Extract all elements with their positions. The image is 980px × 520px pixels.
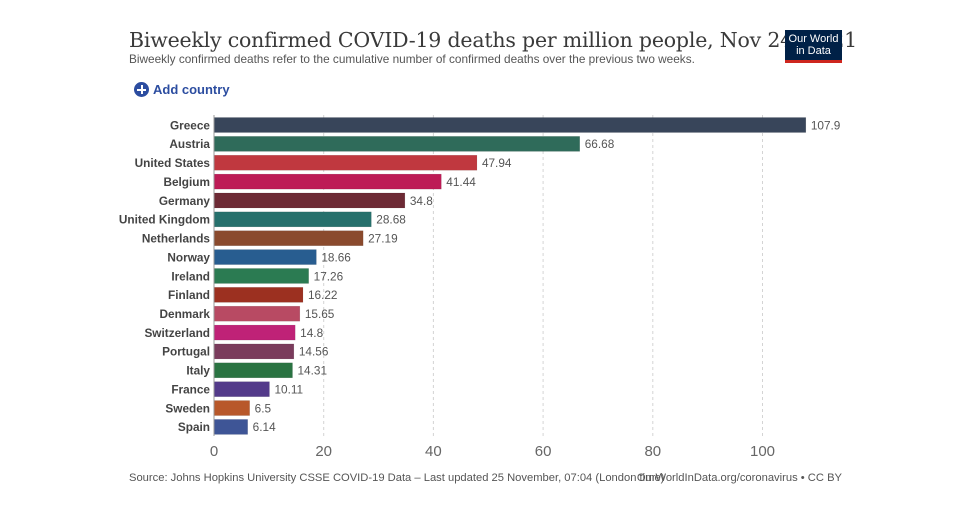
category-label: Denmark [160,307,211,321]
plus-circle-icon [134,82,149,97]
value-label: 14.56 [299,345,329,359]
value-label: 14.8 [300,326,323,340]
category-label: United States [135,156,211,170]
value-label: 6.14 [253,420,276,434]
category-label: Belgium [163,175,210,189]
category-label: Austria [169,137,210,151]
category-label: Netherlands [142,232,211,246]
bar [213,343,295,360]
bar [213,154,478,171]
value-label: 14.31 [297,364,327,378]
bar [213,211,372,228]
owid-logo[interactable]: Our World in Data [785,30,842,63]
value-label: 18.66 [321,250,351,264]
category-label: Germany [159,194,211,208]
x-tick-label: 60 [535,443,552,460]
bar [213,173,442,190]
value-label: 34.8 [410,194,433,208]
x-tick-label: 20 [315,443,332,460]
logo-line-1: Our World [788,33,839,45]
bar [213,192,406,209]
bar [213,324,296,341]
value-label: 47.94 [482,156,512,170]
bar [213,305,301,322]
bar [213,381,270,397]
category-label: United Kingdom [119,213,210,227]
x-tick-label: 100 [750,443,775,460]
value-label: 28.68 [376,213,406,227]
bar [213,136,580,152]
add-country-button[interactable]: Add country [134,82,230,97]
x-tick-label: 40 [425,443,442,460]
category-label: Italy [186,364,210,378]
chart-title: Biweekly confirmed COVID-19 deaths per m… [129,28,858,52]
value-label: 15.65 [305,307,335,321]
value-label: 107.9 [811,118,841,132]
category-label: Norway [167,250,210,264]
bar [213,400,250,416]
chart-subtitle: Biweekly confirmed deaths refer to the c… [129,52,695,66]
logo-line-2: in Data [796,45,831,57]
category-label: Finland [168,288,210,302]
source-note: Source: Johns Hopkins University CSSE CO… [129,472,665,484]
category-label: Portugal [162,345,210,359]
value-label: 16.22 [308,288,338,302]
category-label: Ireland [171,269,210,283]
value-label: 17.26 [314,269,344,283]
bar [213,249,317,265]
category-label: Spain [178,420,210,434]
category-label: Switzerland [144,326,210,340]
category-label: Greece [170,118,210,132]
value-label: 66.68 [585,137,615,151]
add-country-label: Add country [153,82,230,97]
x-tick-label: 0 [210,443,218,460]
value-label: 10.11 [274,382,303,396]
bar [213,268,309,284]
bar [213,117,807,133]
bar [213,362,293,379]
bar [213,419,248,435]
value-label: 41.44 [446,175,476,189]
bar [213,287,304,303]
x-tick-label: 80 [644,443,661,460]
source-link[interactable]: OurWorldInData.org/coronavirus • CC BY [636,472,842,484]
value-label: 6.5 [255,401,272,415]
value-label: 27.19 [368,232,398,246]
bar [213,230,364,246]
category-label: Sweden [165,401,210,415]
category-label: France [171,382,210,396]
